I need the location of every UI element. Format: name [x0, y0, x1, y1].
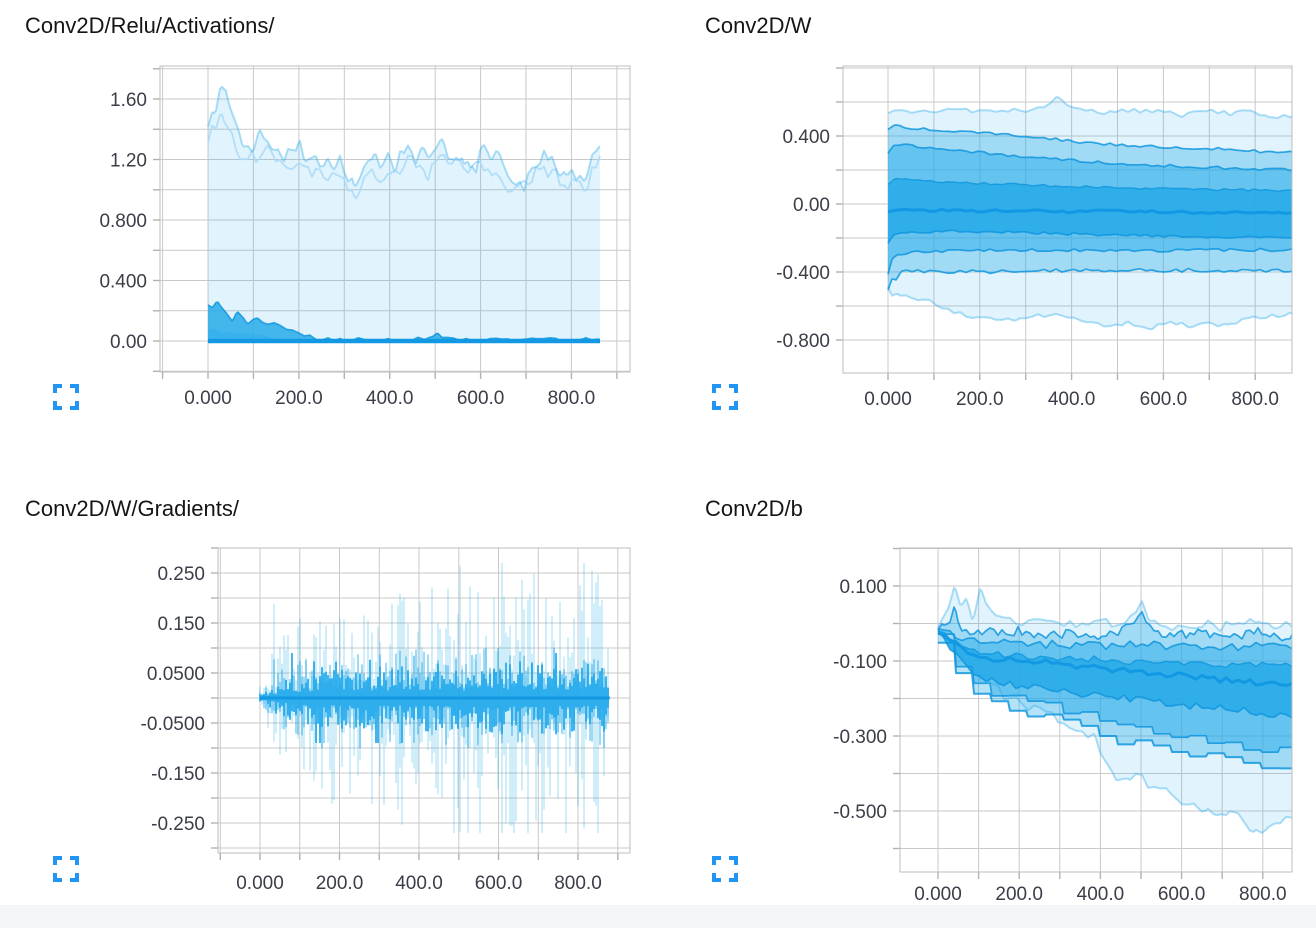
x-tick-label: 200.0: [995, 884, 1043, 905]
percentile-line: [937, 627, 1292, 834]
x-tick-label: 400.0: [395, 873, 443, 894]
percentile-line: [937, 606, 1292, 642]
x-tick-label: 400.0: [1077, 884, 1125, 905]
y-tick-label: 0.400: [782, 127, 830, 148]
y-tick-label: -0.800: [776, 331, 830, 352]
expand-chart-icon[interactable]: [712, 384, 738, 410]
percentile-line: [887, 247, 1292, 275]
percentile-line: [937, 630, 1292, 669]
percentile-band: [208, 86, 600, 342]
x-tick-label: 200.0: [956, 389, 1004, 410]
y-tick-label: 0.100: [839, 577, 887, 598]
plot-border: [217, 547, 631, 854]
y-tick-label: 0.150: [157, 614, 205, 635]
median-line: [937, 631, 1292, 687]
percentile-line: [938, 641, 1292, 770]
chart-title-b: Conv2D/b: [705, 496, 803, 521]
percentile-line: [887, 143, 1292, 172]
y-tick-label: 0.00: [793, 195, 830, 216]
percentile-line: [887, 229, 1292, 244]
chart-title-activations: Conv2D/Relu/Activations/: [25, 13, 275, 38]
x-tick-label: 200.0: [275, 388, 323, 409]
percentile-band: [938, 630, 1292, 718]
x-tick-label: 400.0: [1048, 389, 1096, 410]
x-tick-label: 800.0: [548, 388, 596, 409]
x-tick-label: 800.0: [554, 873, 602, 894]
x-tick-label: 600.0: [475, 873, 523, 894]
plot-area[interactable]: [218, 548, 630, 853]
x-tick-label: 800.0: [1231, 389, 1279, 410]
percentile-line: [207, 85, 601, 192]
expand-chart-icon[interactable]: [53, 856, 79, 882]
x-tick-label: 600.0: [457, 388, 505, 409]
percentile-line: [938, 633, 1292, 754]
x-tick-label: 600.0: [1140, 389, 1188, 410]
plot-border: [842, 65, 1293, 374]
percentile-line: [887, 177, 1292, 192]
y-tick-label: 1.60: [110, 90, 147, 111]
median-line: [887, 207, 1292, 215]
percentile-line: [887, 124, 1292, 154]
x-tick-label: 800.0: [1239, 884, 1287, 905]
y-tick-label: -0.300: [833, 727, 887, 748]
percentile-line: [887, 96, 1292, 119]
y-tick-label: -0.250: [151, 814, 205, 835]
y-tick-label: -0.400: [776, 263, 830, 284]
y-tick-label: 0.250: [157, 564, 205, 585]
x-tick-label: 400.0: [366, 388, 414, 409]
expand-chart-icon[interactable]: [712, 856, 738, 882]
plot-area[interactable]: [843, 66, 1292, 373]
y-tick-label: 0.00: [110, 332, 147, 353]
percentile-line: [937, 627, 1292, 652]
percentile-band: [208, 302, 600, 342]
percentile-line: [887, 286, 1292, 331]
percentile-line: [207, 113, 601, 200]
expand-chart-icon[interactable]: [53, 384, 79, 410]
y-tick-label: 0.400: [99, 272, 147, 293]
percentile-line: [887, 267, 1292, 291]
chart-title-w-gradients: Conv2D/W/Gradients/: [25, 496, 239, 521]
percentile-line: [937, 586, 1292, 633]
x-tick-label: 600.0: [1158, 884, 1206, 905]
y-tick-label: 0.0500: [147, 664, 205, 685]
y-tick-label: -0.0500: [141, 714, 205, 735]
x-tick-label: 0.000: [184, 388, 232, 409]
page-bottom-strip: [0, 905, 1316, 928]
y-tick-label: -0.150: [151, 764, 205, 785]
plot-border: [159, 65, 631, 373]
plot-border: [899, 547, 1293, 873]
y-tick-label: 0.800: [99, 211, 147, 232]
y-tick-label: -0.100: [833, 652, 887, 673]
plot-area[interactable]: [160, 66, 630, 372]
percentile-line: [937, 629, 1292, 719]
chart-title-w: Conv2D/W: [705, 13, 812, 38]
y-tick-label: 1.20: [110, 151, 147, 172]
x-tick-label: 0.000: [914, 884, 962, 905]
y-tick-label: -0.500: [833, 802, 887, 823]
x-tick-label: 0.000: [864, 389, 912, 410]
x-tick-label: 200.0: [316, 873, 364, 894]
plot-area[interactable]: [900, 548, 1292, 872]
x-tick-label: 0.000: [236, 873, 284, 894]
